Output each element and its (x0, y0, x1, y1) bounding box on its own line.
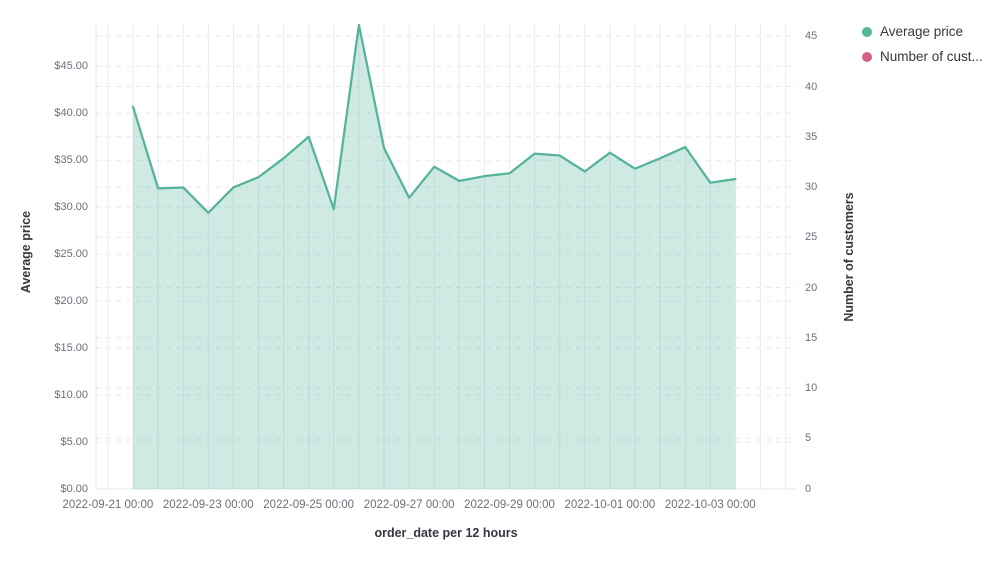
legend-swatch-icon (862, 52, 872, 62)
y-axis-tick-label-right: 40 (805, 80, 818, 93)
legend-item-label: Average price (880, 24, 964, 39)
left-axis-title: Average price (19, 210, 33, 294)
x-axis-title: order_date per 12 hours (374, 526, 518, 540)
y-axis-tick-label-left: $5.00 (60, 436, 88, 449)
y-axis-tick-label-left: $10.00 (54, 389, 88, 402)
y-axis-tick-label-left: $25.00 (54, 248, 88, 261)
y-axis-tick-label-left: $20.00 (54, 295, 88, 308)
y-axis-tick-label-left: $15.00 (54, 342, 88, 355)
legend-item-label: Number of cust... (880, 49, 983, 64)
x-axis-tick-label: 2022-09-29 00:00 (464, 499, 555, 511)
y-axis-tick-label-right: 25 (805, 231, 818, 244)
x-axis-tick-label: 2022-09-21 00:00 (62, 499, 154, 511)
y-axis-tick-label-right: 20 (805, 281, 818, 294)
y-axis-tick-label-right: 5 (805, 432, 812, 445)
x-axis-tick-label: 2022-10-03 00:00 (664, 499, 756, 511)
y-axis-tick-label-left: $40.00 (54, 107, 88, 120)
y-axis-tick-label-right: 35 (805, 130, 818, 143)
y-axis-tick-label-left: $45.00 (54, 60, 88, 73)
y-axis-tick-label-right: 0 (805, 482, 812, 495)
y-axis-tick-label-right: 30 (805, 181, 818, 193)
x-axis-tick-label: 2022-09-23 00:00 (162, 499, 254, 511)
x-axis-tick-label: 2022-09-25 00:00 (263, 499, 355, 511)
legend-item-average-price[interactable]: Average price (862, 24, 983, 40)
y-axis-tick-label-left: $30.00 (54, 201, 88, 214)
y-axis-tick-label-right: 45 (805, 30, 818, 43)
legend: Average price Number of cust... (862, 24, 983, 65)
x-axis-tick-label: 2022-10-01 00:00 (564, 499, 656, 511)
legend-swatch-icon (862, 27, 872, 37)
x-axis-tick-label: 2022-09-27 00:00 (363, 499, 455, 511)
y-axis-tick-label-right: 10 (805, 382, 818, 394)
area-fill-average-price (133, 24, 736, 489)
y-axis-tick-label-left: $0.00 (60, 483, 88, 495)
y-axis-tick-label-right: 15 (805, 331, 818, 344)
legend-item-number-of-cust[interactable]: Number of cust... (862, 49, 983, 65)
series-line-average-price (131, 23, 737, 214)
y-axis-tick-label-left: $35.00 (54, 154, 88, 167)
right-axis-title: Number of customers (842, 192, 856, 322)
